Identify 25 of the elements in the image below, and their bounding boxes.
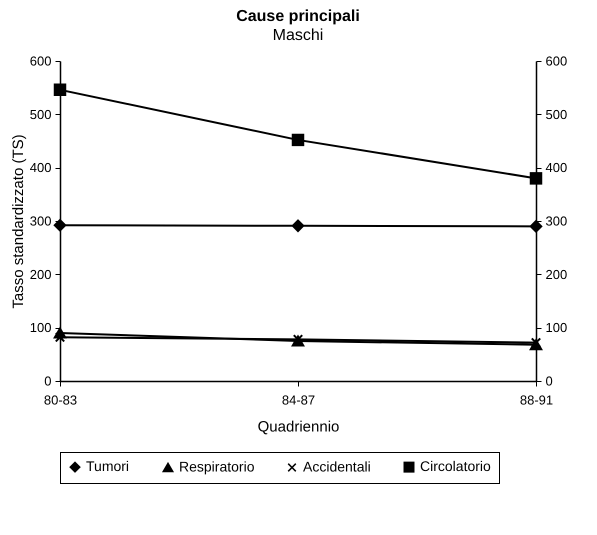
y-tick-label: 400 [30,160,52,176]
x-tick-label: 88-91 [520,392,554,408]
chart-title: Cause principali [236,8,360,25]
y2-tick-label: 500 [546,106,568,122]
y2-tick-label: 400 [546,160,568,176]
x-tick-label: 80-83 [44,392,78,408]
y-tick-label: 100 [30,320,52,336]
y2-tick-label: 600 [546,54,568,68]
legend-label: Accidentali [303,458,371,474]
y2-tick-label: 100 [546,320,568,336]
y2-tick-label: 200 [546,266,568,282]
y-tick-label: 0 [44,374,52,388]
y-tick-label: 300 [30,214,52,228]
y-tick-label: 600 [30,54,52,68]
chart-subtitle: Maschi [272,27,324,44]
legend-label: Tumori [86,458,130,474]
legend-label: Respiratorio [179,458,255,474]
y-tick-label: 200 [30,266,52,282]
x-tick-label: 84-87 [282,392,316,408]
y-tick-label: 500 [30,106,52,122]
y2-tick-label: 0 [546,374,553,388]
y2-tick-label: 300 [546,214,568,228]
x-axis-title: Quadriennio [258,418,340,436]
legend-label: Circolatorio [420,458,492,474]
y-axis-title: Tasso standardizzato (TS) [10,134,27,309]
